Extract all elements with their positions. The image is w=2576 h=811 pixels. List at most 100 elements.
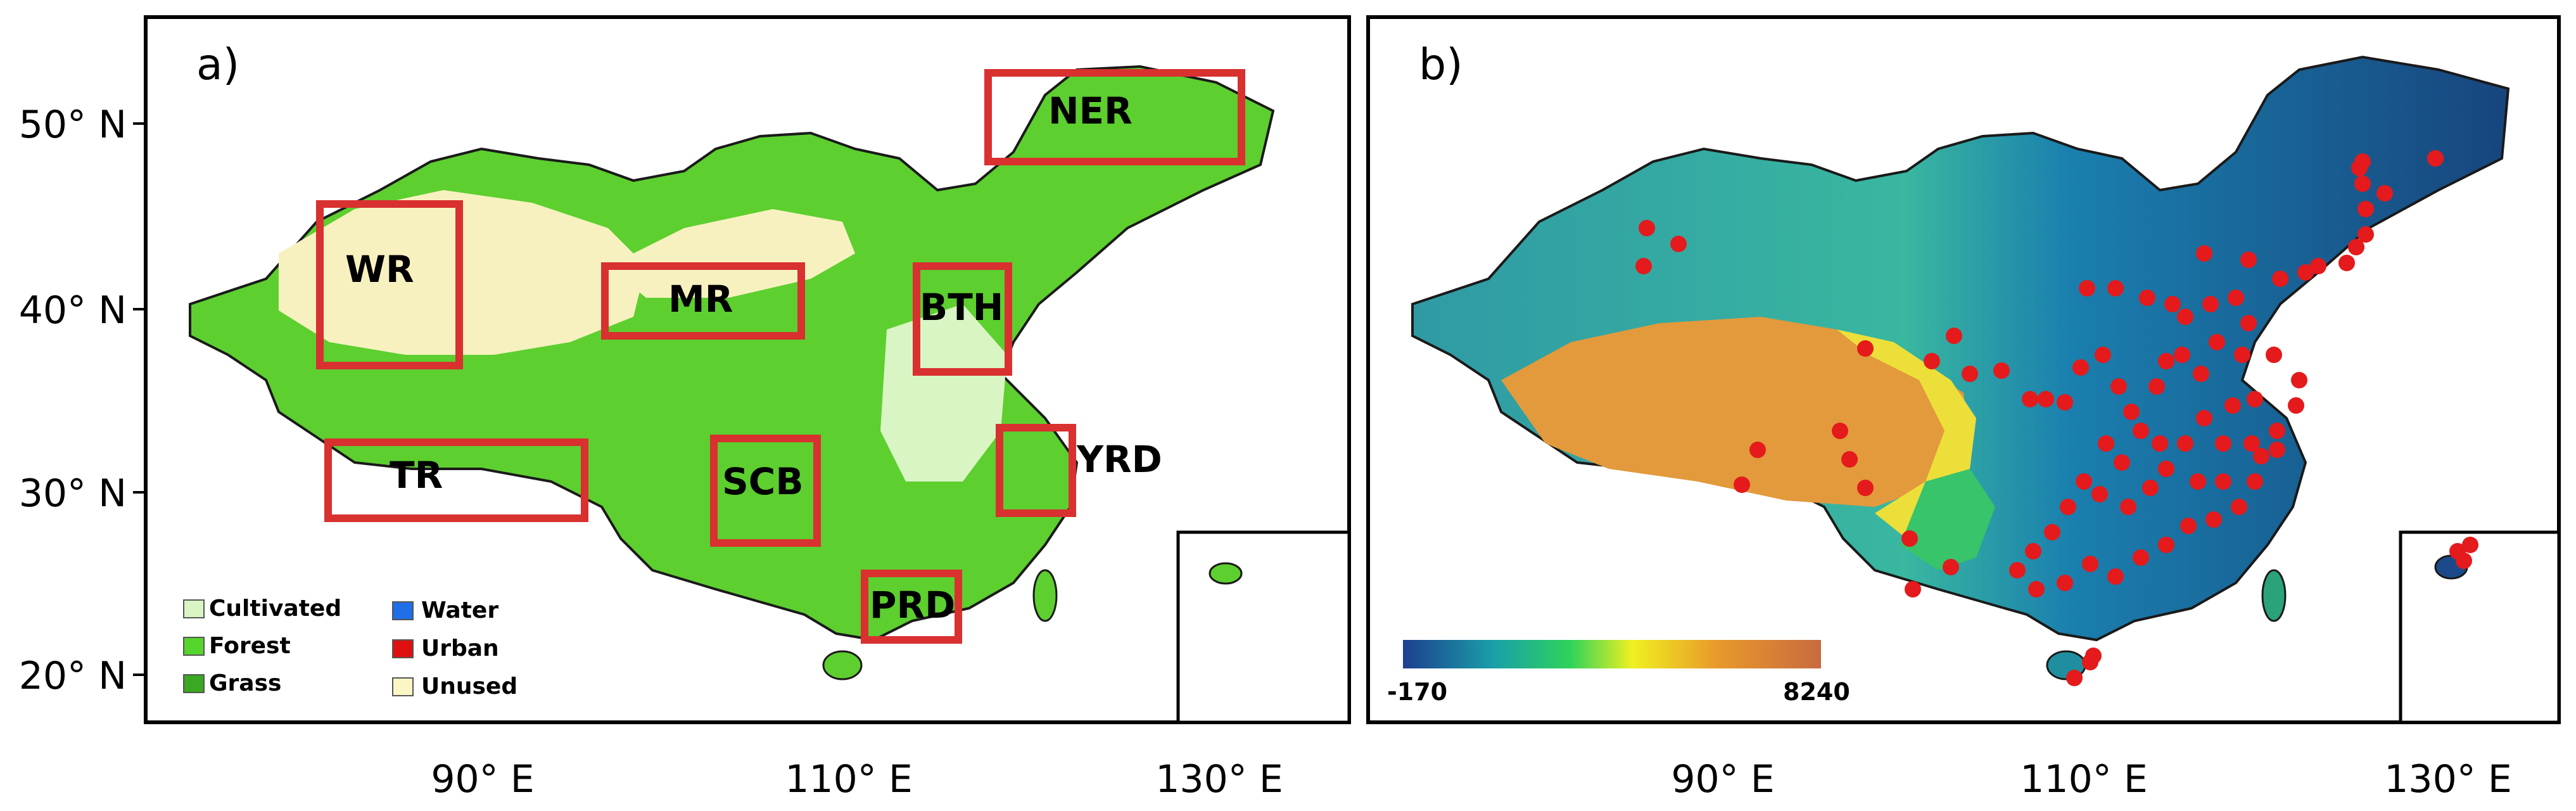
site-marker: [2057, 575, 2073, 591]
lon-tick-b-90e: 90° E: [1671, 757, 1774, 801]
site-marker: [2142, 480, 2159, 496]
site-marker: [1905, 581, 1921, 597]
site-marker: [2456, 552, 2472, 569]
site-marker: [2180, 518, 2197, 534]
site-marker: [2148, 378, 2165, 395]
site-marker: [1993, 362, 2010, 379]
site-marker: [2133, 549, 2149, 566]
lon-tick-a-130e: 130° E: [1155, 757, 1283, 801]
region-label-ner: NER: [1048, 89, 1133, 132]
site-marker: [1670, 236, 1687, 252]
legend-label-unused: Unused: [421, 674, 517, 699]
legend-label-cultivated: Cultivated: [209, 596, 341, 622]
site-marker: [2107, 568, 2124, 585]
legend-label-water: Water: [421, 597, 498, 623]
site-marker: [2025, 543, 2041, 559]
region-box-mr: [601, 262, 805, 340]
site-marker: [2266, 347, 2282, 363]
site-marker: [2247, 391, 2263, 407]
site-marker: [2139, 290, 2155, 306]
region-label-tr: TR: [390, 454, 443, 497]
lat-tick-20n: 20° N: [19, 654, 127, 698]
site-marker: [2057, 394, 2073, 411]
latitude-axis: 50° N 40° N 30° N 20° N: [19, 103, 146, 698]
longitude-axis-b: 90° E 110° E 130° E: [1671, 757, 2511, 801]
region-label-mr: MR: [668, 278, 733, 321]
legend-swatch-grass: [183, 674, 205, 693]
site-marker: [1946, 328, 1962, 344]
site-marker: [2066, 670, 2083, 686]
region-label-yrd: YRD: [1076, 438, 1162, 481]
site-marker: [2158, 461, 2174, 477]
site-marker: [2462, 537, 2478, 553]
site-marker: [1841, 451, 1858, 468]
region-box-yrd: [996, 424, 1076, 517]
cultivated-area-east: [880, 304, 1007, 482]
site-marker: [2158, 537, 2174, 553]
site-marker: [2072, 359, 2089, 376]
site-marker: [2158, 353, 2174, 369]
legend-label-grass: Grass: [209, 670, 281, 696]
site-marker: [2269, 423, 2285, 439]
site-marker: [2269, 442, 2285, 458]
lon-tick-a-90e: 90° E: [431, 757, 534, 801]
site-marker: [1635, 258, 1652, 274]
site-marker: [2123, 404, 2140, 420]
region-box-wr: [316, 200, 463, 369]
site-marker: [1857, 340, 1874, 357]
site-marker: [2107, 280, 2124, 297]
legend-label-forest: Forest: [209, 633, 291, 659]
site-marker: [2297, 264, 2314, 281]
site-marker: [2044, 524, 2060, 540]
site-marker: [2190, 473, 2206, 490]
site-marker: [2427, 150, 2444, 167]
legend-swatch-forest: [183, 637, 205, 656]
site-marker: [1734, 476, 1750, 493]
site-marker: [2177, 435, 2193, 452]
site-marker: [2164, 296, 2181, 312]
south-china-sea-inset-b: [2399, 530, 2561, 724]
unused-area-north: [608, 209, 855, 298]
site-marker: [1857, 480, 1874, 496]
site-marker: [2028, 581, 2045, 597]
site-marker: [2291, 372, 2307, 388]
region-box-prd: [861, 570, 962, 644]
site-marker: [2376, 185, 2393, 201]
legend-swatch-cultivated: [183, 599, 205, 618]
site-marker: [2076, 473, 2092, 490]
site-marker: [2091, 486, 2108, 502]
longitude-axis-a: 90° E 110° E 130° E: [431, 757, 1283, 801]
lat-tick-50n: 50° N: [19, 103, 127, 147]
site-marker: [1943, 559, 1959, 575]
site-marker: [2152, 435, 2168, 452]
site-marker: [2079, 280, 2095, 297]
landuse-legend: Cultivated Forest Grass Water Urban Unus…: [183, 596, 517, 699]
site-marker: [2338, 255, 2355, 271]
site-marker: [2114, 454, 2130, 471]
site-marker: [2228, 290, 2244, 306]
hainan-island: [822, 650, 863, 680]
site-marker: [2224, 397, 2241, 414]
site-marker: [2177, 309, 2193, 325]
site-marker: [2354, 176, 2371, 192]
south-china-sea-inset: [1176, 530, 1351, 724]
taiwan-island: [1032, 569, 1058, 622]
site-marker: [2310, 258, 2326, 274]
taiwan-island-b: [2261, 569, 2287, 622]
region-box-ner: [984, 69, 1245, 165]
site-marker: [2209, 334, 2225, 350]
site-marker: [2272, 271, 2288, 287]
site-marker: [2095, 347, 2111, 363]
site-marker: [2215, 473, 2231, 490]
site-marker: [2243, 435, 2260, 452]
site-marker: [2038, 391, 2054, 407]
site-marker: [2133, 423, 2149, 439]
site-marker: [2202, 296, 2219, 312]
region-label-bth: BTH: [920, 286, 1003, 329]
site-marker: [2240, 252, 2257, 268]
site-marker: [1924, 353, 1940, 369]
colorbar-max-label: 8240: [1783, 678, 1850, 706]
region-label-wr: WR: [345, 248, 414, 291]
site-marker: [2357, 226, 2374, 243]
